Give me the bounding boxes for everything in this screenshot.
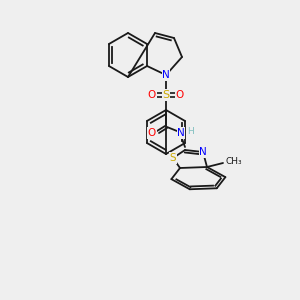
Text: H: H: [187, 127, 194, 136]
Text: O: O: [148, 90, 156, 100]
Text: S: S: [170, 153, 176, 163]
Text: O: O: [176, 90, 184, 100]
Text: N: N: [162, 70, 170, 80]
Text: N: N: [199, 147, 207, 157]
Text: O: O: [148, 128, 156, 138]
Text: S: S: [162, 90, 169, 100]
Text: CH₃: CH₃: [225, 158, 242, 166]
Text: N: N: [177, 128, 185, 138]
